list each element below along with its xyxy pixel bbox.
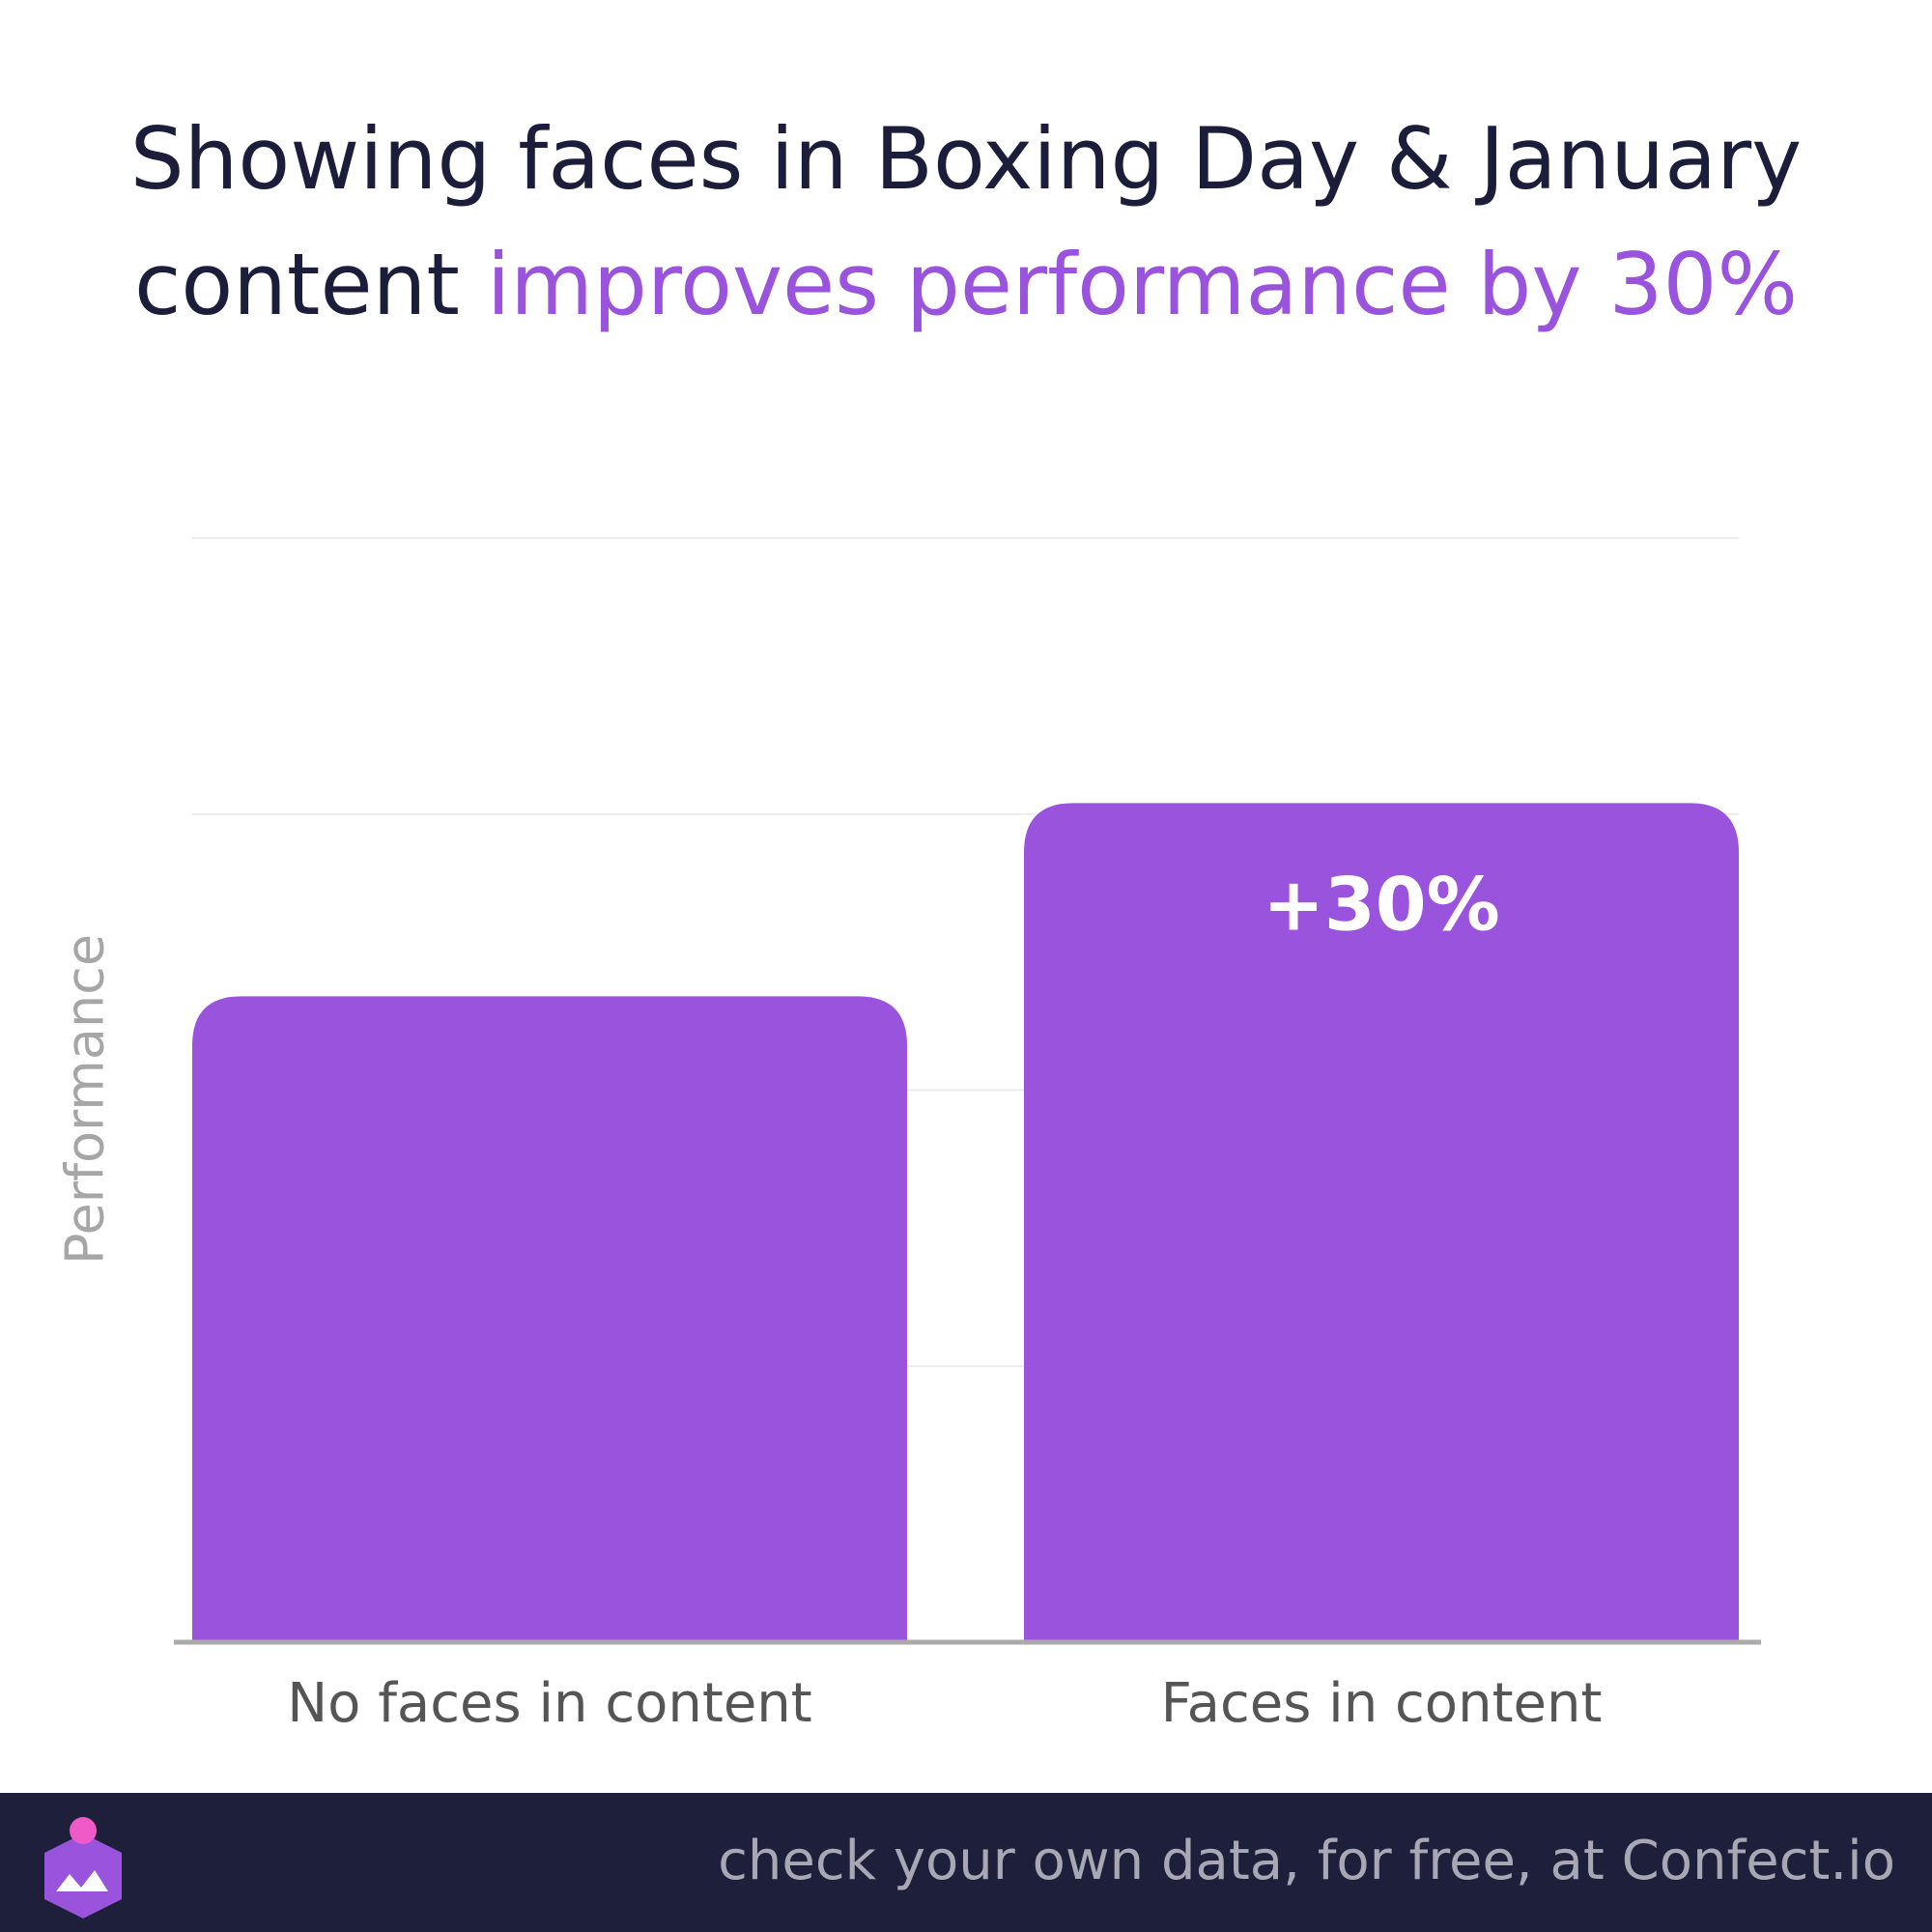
x-tick-label: No faces in content — [287, 1672, 811, 1735]
bar — [1024, 803, 1739, 1642]
annotation: +30% — [1263, 861, 1500, 947]
title-segment: Showing faces in Boxing Day & January co… — [129, 109, 1803, 334]
logo — [44, 1817, 122, 1918]
footer-band — [0, 1793, 1932, 1932]
y-axis-label: Performance — [55, 934, 116, 1264]
x-tick-label: Faces in content — [1161, 1672, 1603, 1735]
bar — [192, 996, 907, 1642]
footer-text: check your own data, for free, at Confec… — [718, 1830, 1895, 1892]
chart-title: Showing faces in Boxing Day & January co… — [58, 97, 1874, 348]
title-segment: improves performance by 30% — [486, 235, 1799, 334]
